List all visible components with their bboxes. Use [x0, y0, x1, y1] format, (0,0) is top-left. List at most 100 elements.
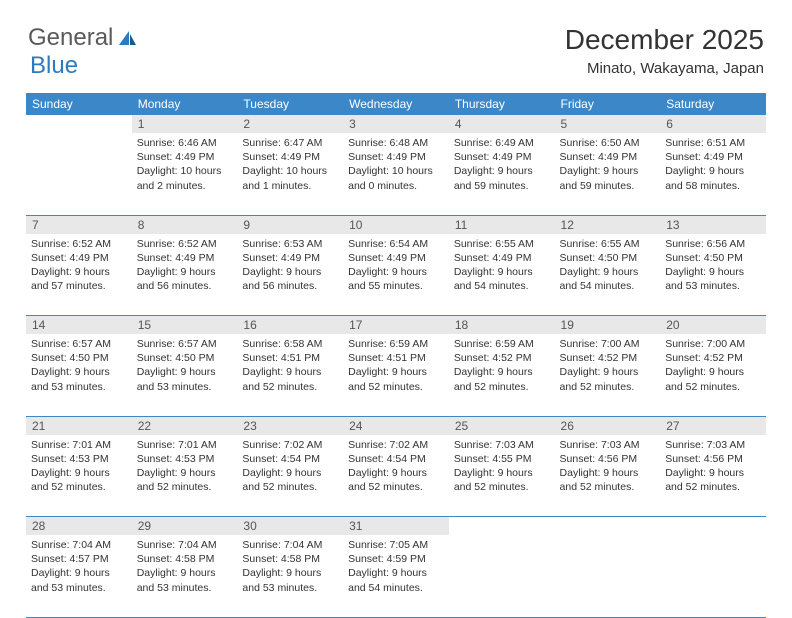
day-content-cell: Sunrise: 7:01 AMSunset: 4:53 PMDaylight:…	[132, 435, 238, 517]
day-number-cell: 21	[26, 416, 132, 435]
day-detail-line: and 57 minutes.	[31, 279, 127, 293]
day-detail-line: Daylight: 9 hours	[348, 265, 444, 279]
day-detail-line: Daylight: 10 hours	[137, 164, 233, 178]
day-detail-line: Daylight: 9 hours	[137, 466, 233, 480]
day-number-cell: 6	[660, 115, 766, 133]
weekday-header: Saturday	[660, 93, 766, 115]
day-detail-line: and 53 minutes.	[665, 279, 761, 293]
weekday-header: Thursday	[449, 93, 555, 115]
day-detail-line: and 52 minutes.	[348, 480, 444, 494]
day-number-cell: 12	[555, 215, 661, 234]
day-detail-line: Daylight: 9 hours	[242, 265, 338, 279]
day-number-row: 14151617181920	[26, 316, 766, 335]
day-detail-line: Sunrise: 6:52 AM	[137, 237, 233, 251]
day-number-cell: 10	[343, 215, 449, 234]
day-detail-line: and 52 minutes.	[137, 480, 233, 494]
day-detail-line: Sunrise: 7:00 AM	[560, 337, 656, 351]
day-detail-line: and 56 minutes.	[137, 279, 233, 293]
day-content-cell: Sunrise: 7:04 AMSunset: 4:58 PMDaylight:…	[132, 535, 238, 617]
day-number-row: 28293031	[26, 517, 766, 536]
day-detail-line: Daylight: 9 hours	[454, 466, 550, 480]
day-detail-line: Sunset: 4:50 PM	[137, 351, 233, 365]
day-number-cell: 22	[132, 416, 238, 435]
day-content-cell: Sunrise: 6:48 AMSunset: 4:49 PMDaylight:…	[343, 133, 449, 215]
day-detail-line: Daylight: 9 hours	[665, 265, 761, 279]
day-detail-line: and 53 minutes.	[137, 380, 233, 394]
day-detail-line: Sunrise: 7:01 AM	[137, 438, 233, 452]
day-number-cell: 1	[132, 115, 238, 133]
day-detail-line: and 55 minutes.	[348, 279, 444, 293]
day-detail-line: Sunrise: 7:03 AM	[665, 438, 761, 452]
day-number-cell: 13	[660, 215, 766, 234]
day-number-cell: 24	[343, 416, 449, 435]
day-detail-line: Daylight: 9 hours	[454, 265, 550, 279]
day-detail-line: Sunset: 4:49 PM	[242, 251, 338, 265]
day-detail-line: Daylight: 9 hours	[137, 265, 233, 279]
day-detail-line: Sunrise: 6:59 AM	[454, 337, 550, 351]
day-detail-line: Sunrise: 6:53 AM	[242, 237, 338, 251]
day-detail-line: Sunrise: 6:56 AM	[665, 237, 761, 251]
day-content-cell: Sunrise: 6:51 AMSunset: 4:49 PMDaylight:…	[660, 133, 766, 215]
day-detail-line: Sunrise: 6:55 AM	[560, 237, 656, 251]
day-content-cell: Sunrise: 7:05 AMSunset: 4:59 PMDaylight:…	[343, 535, 449, 617]
day-number-cell: 25	[449, 416, 555, 435]
day-detail-line: Daylight: 9 hours	[560, 164, 656, 178]
day-detail-line: Sunrise: 6:57 AM	[137, 337, 233, 351]
day-detail-line: Sunset: 4:51 PM	[348, 351, 444, 365]
day-number-cell: 4	[449, 115, 555, 133]
day-number-cell: 14	[26, 316, 132, 335]
day-detail-line: Daylight: 9 hours	[242, 466, 338, 480]
day-detail-line: Sunset: 4:52 PM	[454, 351, 550, 365]
day-detail-line: Sunrise: 7:04 AM	[137, 538, 233, 552]
day-detail-line: Daylight: 9 hours	[31, 265, 127, 279]
logo-text-blue: Blue	[30, 52, 78, 80]
logo-sail-icon	[117, 29, 137, 47]
weekday-header: Monday	[132, 93, 238, 115]
day-number-cell: 19	[555, 316, 661, 335]
day-detail-line: Daylight: 9 hours	[348, 365, 444, 379]
day-number-cell: 23	[237, 416, 343, 435]
day-number-cell: 16	[237, 316, 343, 335]
day-detail-line: Sunset: 4:52 PM	[560, 351, 656, 365]
day-number-cell: 20	[660, 316, 766, 335]
logo-text-general: General	[28, 24, 113, 52]
day-detail-line: Sunrise: 7:04 AM	[31, 538, 127, 552]
day-number-cell	[555, 517, 661, 536]
day-detail-line: Daylight: 9 hours	[137, 566, 233, 580]
day-detail-line: and 52 minutes.	[665, 380, 761, 394]
day-content-cell	[660, 535, 766, 617]
weekday-header: Sunday	[26, 93, 132, 115]
day-number-cell: 11	[449, 215, 555, 234]
day-detail-line: Sunset: 4:49 PM	[137, 150, 233, 164]
day-detail-line: Daylight: 9 hours	[454, 365, 550, 379]
day-number-cell	[26, 115, 132, 133]
day-content-cell: Sunrise: 6:55 AMSunset: 4:49 PMDaylight:…	[449, 234, 555, 316]
day-detail-line: Daylight: 9 hours	[348, 566, 444, 580]
day-detail-line: Sunset: 4:49 PM	[348, 150, 444, 164]
day-detail-line: Sunset: 4:53 PM	[137, 452, 233, 466]
day-detail-line: Sunrise: 7:01 AM	[31, 438, 127, 452]
day-detail-line: Sunrise: 6:48 AM	[348, 136, 444, 150]
day-detail-line: Sunset: 4:58 PM	[137, 552, 233, 566]
day-number-cell: 18	[449, 316, 555, 335]
day-content-row: Sunrise: 6:52 AMSunset: 4:49 PMDaylight:…	[26, 234, 766, 316]
day-detail-line: and 2 minutes.	[137, 179, 233, 193]
day-number-row: 78910111213	[26, 215, 766, 234]
day-detail-line: Sunset: 4:59 PM	[348, 552, 444, 566]
day-detail-line: Sunset: 4:52 PM	[665, 351, 761, 365]
day-content-cell: Sunrise: 6:55 AMSunset: 4:50 PMDaylight:…	[555, 234, 661, 316]
day-detail-line: and 52 minutes.	[242, 380, 338, 394]
day-detail-line: and 52 minutes.	[348, 380, 444, 394]
day-detail-line: Sunset: 4:49 PM	[31, 251, 127, 265]
day-content-cell	[449, 535, 555, 617]
day-detail-line: Sunrise: 6:46 AM	[137, 136, 233, 150]
day-number-cell	[449, 517, 555, 536]
day-content-cell: Sunrise: 7:03 AMSunset: 4:55 PMDaylight:…	[449, 435, 555, 517]
day-detail-line: Daylight: 9 hours	[665, 365, 761, 379]
day-content-cell: Sunrise: 6:54 AMSunset: 4:49 PMDaylight:…	[343, 234, 449, 316]
day-detail-line: and 52 minutes.	[454, 380, 550, 394]
day-content-cell: Sunrise: 7:04 AMSunset: 4:57 PMDaylight:…	[26, 535, 132, 617]
day-number-cell: 8	[132, 215, 238, 234]
day-detail-line: and 53 minutes.	[137, 581, 233, 595]
day-content-cell: Sunrise: 6:56 AMSunset: 4:50 PMDaylight:…	[660, 234, 766, 316]
